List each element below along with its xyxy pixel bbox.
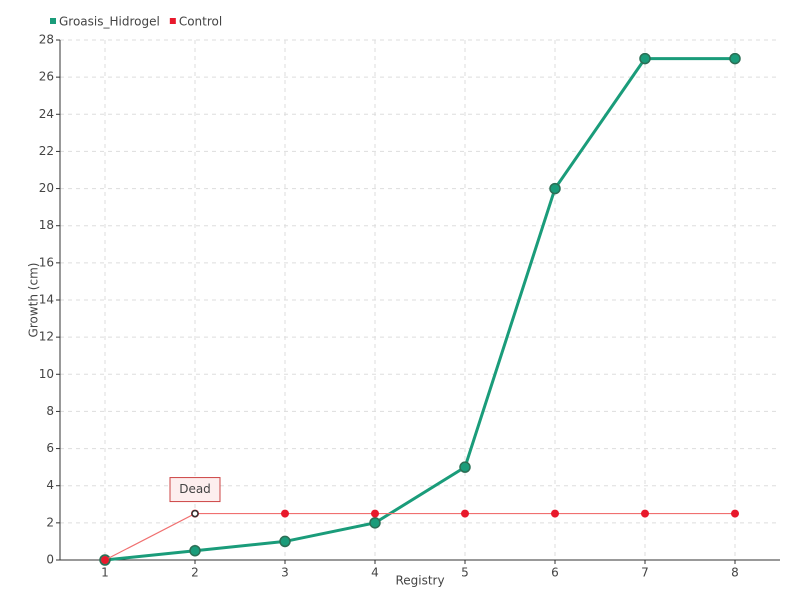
x-axis-label: Registry <box>395 574 444 588</box>
y-tick-label: 28 <box>39 33 54 47</box>
x-tick-label: 1 <box>101 566 109 580</box>
y-tick-label: 10 <box>39 367 54 381</box>
y-tick-label: 12 <box>39 330 54 344</box>
y-tick-label: 26 <box>39 70 54 84</box>
point <box>641 509 649 518</box>
x-tick-label: 3 <box>281 566 289 580</box>
point <box>729 52 741 65</box>
x-tick-label: 5 <box>461 566 469 580</box>
point <box>279 535 291 548</box>
annotation-box <box>169 477 221 503</box>
y-tick-label: 4 <box>46 478 54 492</box>
point <box>101 556 109 564</box>
point <box>189 544 201 557</box>
x-tick-label: 4 <box>371 566 379 580</box>
series-line <box>104 57 735 562</box>
point <box>551 509 559 518</box>
point <box>549 182 561 195</box>
point <box>281 509 289 518</box>
y-tick-label: 2 <box>46 515 54 529</box>
x-tick-label: 6 <box>551 566 559 580</box>
point <box>461 509 469 518</box>
point <box>731 509 739 518</box>
y-tick-label: 6 <box>46 441 54 455</box>
series-line <box>104 512 735 561</box>
legend-label: Control <box>179 15 222 29</box>
y-tick-label: 0 <box>46 553 54 567</box>
point <box>459 461 471 473</box>
y-tick-label: 16 <box>39 255 54 269</box>
point <box>371 509 379 518</box>
x-tick-label: 8 <box>731 566 739 580</box>
annotation-point <box>191 509 199 518</box>
y-tick-label: 20 <box>39 181 54 195</box>
point <box>369 517 381 529</box>
x-tick-label: 7 <box>641 566 649 580</box>
legend-swatch <box>169 18 176 24</box>
annotation-label: Dead <box>179 482 211 496</box>
y-tick-label: 8 <box>46 404 54 418</box>
point <box>639 52 651 65</box>
y-axis-label: Growth (cm) <box>27 263 41 338</box>
y-tick-label: 18 <box>39 218 54 232</box>
y-tick-label: 14 <box>39 293 54 307</box>
x-tick-label: 2 <box>191 566 199 580</box>
y-tick-label: 24 <box>39 107 54 121</box>
legend-swatch <box>50 18 56 24</box>
y-tick-label: 22 <box>39 144 54 158</box>
legend-label: Groasis_Hidrogel <box>59 15 160 29</box>
